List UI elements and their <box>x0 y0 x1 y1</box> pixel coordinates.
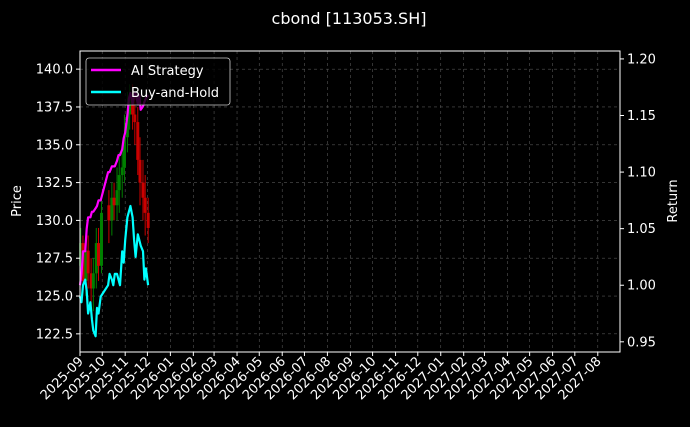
candle-body <box>94 243 98 274</box>
candle-body <box>89 273 93 289</box>
candle-body <box>117 175 121 191</box>
x-axis: 2025-092025-102025-112025-122026-012026-… <box>38 352 605 403</box>
chart-title: cbond [113053.SH] <box>272 9 427 28</box>
candle-body <box>91 273 95 289</box>
candle-body <box>141 182 145 198</box>
candle-body <box>99 212 103 266</box>
candle-body <box>143 197 147 213</box>
y2-tick-label: 0.95 <box>627 335 656 350</box>
candle-body <box>128 99 132 115</box>
y2-tick-label: 1.10 <box>627 166 656 181</box>
candle-body <box>84 250 88 281</box>
candle-body <box>122 137 126 168</box>
candle-body <box>112 197 116 206</box>
legend-label: Buy-and-Hold <box>131 86 219 101</box>
candle-body <box>125 114 129 138</box>
legend: AI Strategy Buy-and-Hold <box>85 57 231 106</box>
candle-body <box>79 243 83 266</box>
candle-body <box>120 167 124 176</box>
y-tick-label: 125.0 <box>36 290 73 305</box>
y2-tick-label: 1.05 <box>627 222 656 237</box>
y-axis-label: Price <box>10 185 25 217</box>
y-tick-label: 135.0 <box>36 138 73 153</box>
legend-box <box>85 57 231 106</box>
candle-body <box>110 197 114 221</box>
legend-label: AI Strategy <box>131 64 204 79</box>
y2-tick-label: 1.15 <box>627 109 656 124</box>
y-axis-left: 122.5 125.0 127.5 130.0 132.5 135.0 137.5 140.0 <box>36 63 80 342</box>
candle-body <box>146 212 150 228</box>
candle-body <box>86 250 90 274</box>
y-tick-label: 140.0 <box>36 63 73 78</box>
candle-body <box>136 122 140 160</box>
y-tick-label: 122.5 <box>36 327 73 342</box>
y2-tick-label: 1.00 <box>627 279 656 294</box>
y2-tick-label: 1.20 <box>627 52 656 67</box>
candle-body <box>107 205 111 221</box>
candle-body <box>133 114 137 123</box>
y-tick-label: 132.5 <box>36 176 73 191</box>
candle-body <box>115 190 119 206</box>
candle-body <box>138 159 142 183</box>
series-line <box>78 204 150 338</box>
y-tick-label: 127.5 <box>36 252 73 267</box>
y-tick-label: 137.5 <box>36 100 73 115</box>
candle-body <box>131 99 135 115</box>
y2-axis-label: Return <box>666 179 681 222</box>
candle-body <box>97 243 101 266</box>
y-tick-label: 130.0 <box>36 214 73 229</box>
y-axis-right: 0.95 1.00 1.05 1.10 1.15 1.20 <box>620 52 656 350</box>
